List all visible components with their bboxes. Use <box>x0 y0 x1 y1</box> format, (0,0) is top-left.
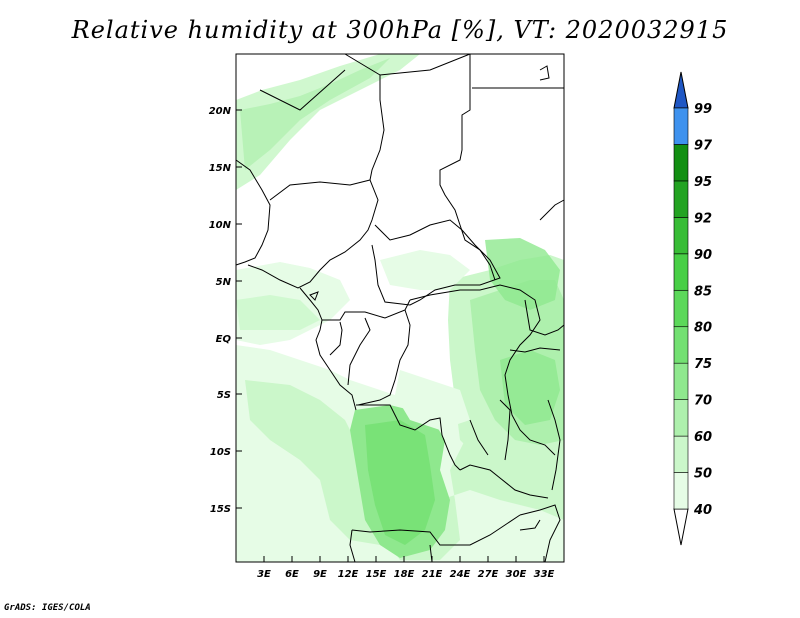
colorbar-bin <box>673 399 689 437</box>
lon-label-24e: 24E <box>450 569 471 580</box>
lon-label-3e: 3E <box>257 569 271 580</box>
lat-label-10n: 10N <box>209 220 232 231</box>
lon-label-15e: 15E <box>366 569 387 580</box>
colorbar-label: 40 <box>693 503 712 518</box>
lon-label-27e: 27E <box>478 569 499 580</box>
lat-label-5n: 5N <box>216 277 232 288</box>
lon-label-33e: 33E <box>534 569 555 580</box>
lon-label-18e: 18E <box>394 569 415 580</box>
latitude-axis: 20N 15N 10N 5N EQ 5S 10S 15S <box>209 106 242 515</box>
colorbar-label: 50 <box>694 467 712 482</box>
lon-label-21e: 21E <box>422 569 443 580</box>
colorbar-label: 95 <box>694 175 712 190</box>
lat-label-5s: 5S <box>217 390 231 401</box>
lon-label-12e: 12E <box>338 569 359 580</box>
colorbar-bin <box>673 435 689 473</box>
colorbar-label: 92 <box>694 211 712 226</box>
lat-label-20n: 20N <box>209 106 232 117</box>
colorbar-label: 70 <box>694 394 712 409</box>
map-frame <box>235 53 565 563</box>
colorbar-bin <box>673 107 689 145</box>
credit-label: GrADS: IGES/COLA <box>4 603 91 613</box>
colorbar-label: 75 <box>694 357 712 372</box>
lat-label-15n: 15N <box>209 163 232 174</box>
colorbar-bin <box>673 362 689 400</box>
colorbar-label: 60 <box>694 430 712 445</box>
colorbar-bin <box>673 326 689 364</box>
colorbar-bin <box>673 144 689 182</box>
country-borders <box>235 53 565 563</box>
colorbar-bin <box>673 180 689 218</box>
colorbar-top-arrow <box>673 71 689 109</box>
colorbar-bin <box>673 217 689 255</box>
colorbar-bin <box>673 472 689 510</box>
colorbar-bottom-arrow <box>673 508 689 546</box>
colorbar-label: 90 <box>694 248 712 263</box>
colorbar-label: 99 <box>694 102 712 117</box>
colorbar-bin <box>673 289 689 328</box>
lat-label-eq: EQ <box>216 334 232 345</box>
colorbar-label: 80 <box>694 321 712 336</box>
lat-label-15s: 15S <box>210 504 231 515</box>
colorbar-label: 97 <box>694 138 713 153</box>
longitude-axis: 3E 6E 9E 12E 15E 18E 21E 24E 27E 30E 33E <box>257 556 555 580</box>
lon-label-30e: 30E <box>506 569 527 580</box>
humidity-shading <box>236 54 564 562</box>
lon-label-6e: 6E <box>285 569 299 580</box>
colorbar-label: 85 <box>694 284 712 299</box>
colorbar-bin <box>673 253 689 291</box>
lat-label-10s: 10S <box>210 447 231 458</box>
lon-label-9e: 9E <box>313 569 327 580</box>
colorbar: 40 50 60 70 75 80 85 90 92 95 97 99 <box>673 71 713 546</box>
map-title: Relative humidity at 300hPa [%], VT: 202… <box>71 16 729 44</box>
